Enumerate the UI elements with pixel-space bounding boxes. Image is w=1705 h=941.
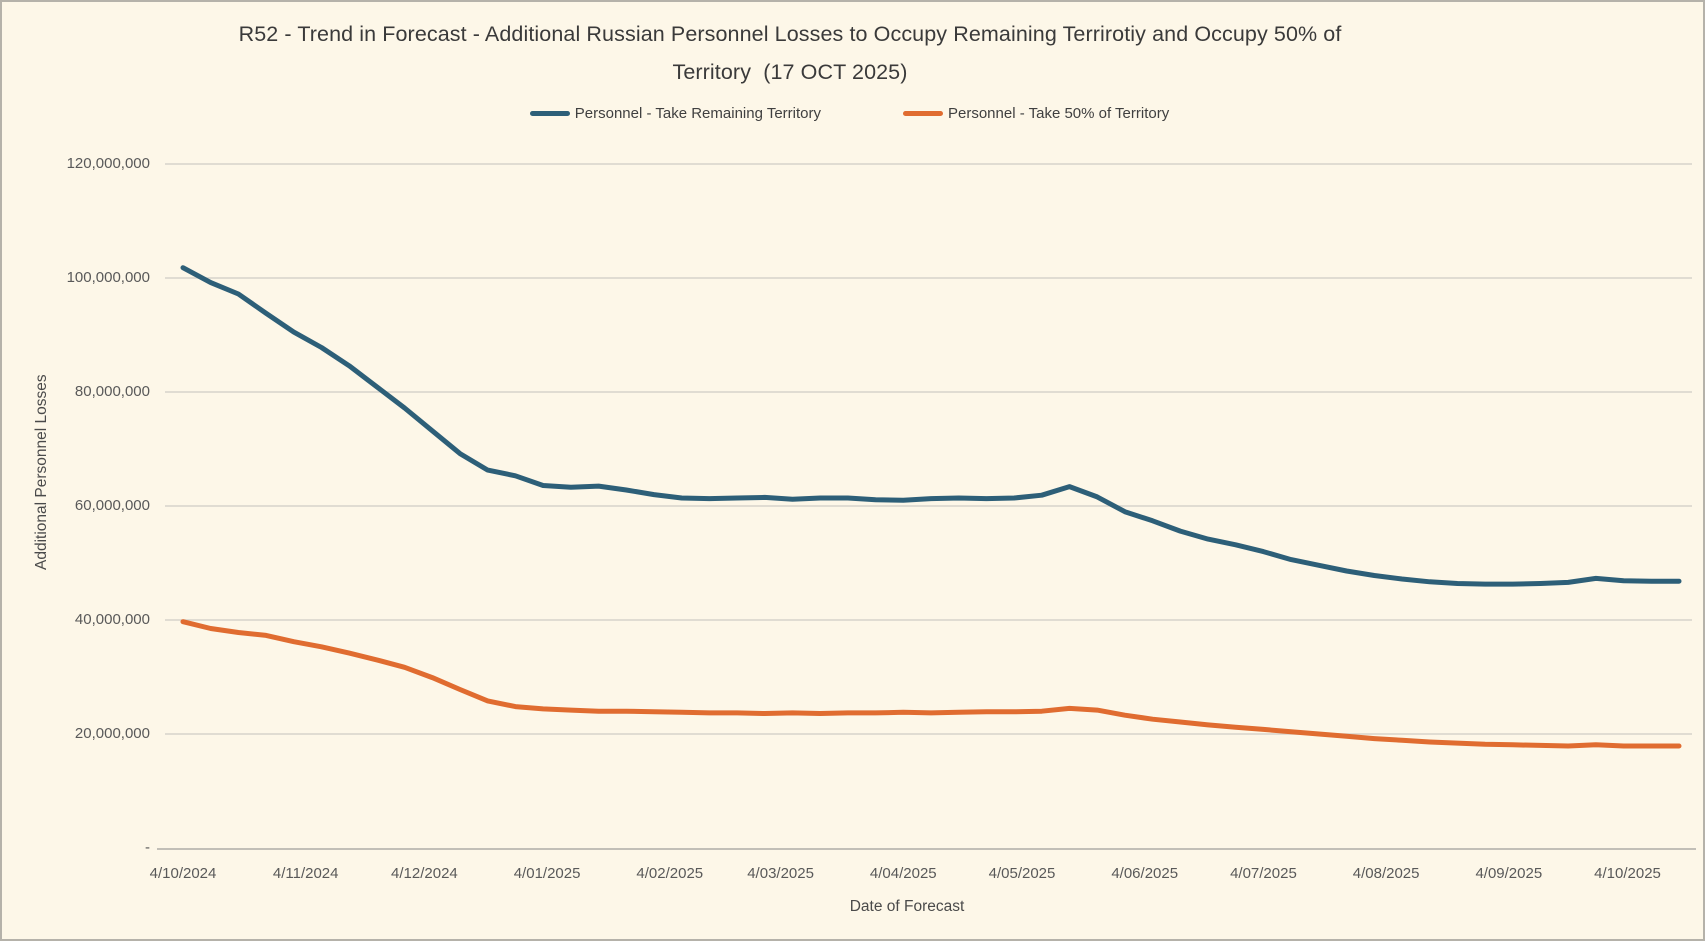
x-tick-label: 4/03/2025: [747, 865, 814, 882]
y-tick-label: 60,000,000: [74, 497, 150, 514]
series-line-take-50pct-territory: [180, 619, 1682, 749]
legend-item-take-50pct-territory: Personnel - Take 50% of Territory: [903, 105, 1169, 122]
legend-swatch-blue-line: [529, 111, 570, 116]
chart-title: R52 - Trend in Forecast - Additional Rus…: [170, 15, 1410, 91]
x-tick-label: 4/11/2024: [272, 865, 339, 882]
legend-swatch-orange-line: [903, 111, 943, 116]
y-tick-label: 20,000,000: [74, 725, 150, 742]
x-tick-label: 4/09/2025: [1475, 865, 1543, 882]
x-tick-label: 4/06/2025: [1111, 865, 1179, 882]
legend-label: Personnel - Take Remaining Territory: [574, 105, 821, 122]
x-tick-label: 4/10/2024: [149, 865, 217, 882]
x-tick-label: 4/10/2025: [1594, 865, 1661, 882]
series-line-take-remaining-territory: [180, 265, 1682, 587]
y-tick-label: 120,000,000: [66, 155, 150, 172]
x-tick-label: 4/07/2025: [1230, 865, 1297, 882]
chart-title-line1: R52 - Trend in Forecast - Additional Rus…: [238, 22, 1342, 46]
legend-label: Personnel - Take 50% of Territory: [948, 105, 1170, 122]
x-tick-label: 4/02/2025: [636, 865, 704, 882]
x-tick-label: 4/05/2025: [988, 865, 1056, 882]
x-tick-label: 4/04/2025: [869, 865, 937, 882]
y-tick-label: 80,000,000: [74, 383, 150, 400]
legend: Personnel - Take Remaining Territory Per…: [2, 105, 1703, 122]
y-tick-label: 100,000,000: [66, 269, 150, 286]
y-tick-label: -: [145, 839, 150, 856]
x-tick-label: 4/01/2025: [513, 865, 581, 882]
y-tick-label: 40,000,000: [74, 611, 150, 628]
x-axis-title: Date of Forecast: [849, 898, 965, 915]
x-tick-label: 4/12/2024: [391, 865, 458, 882]
y-axis-title: Additional Personnel Losses: [33, 374, 50, 570]
chart-title-line2: Territory (17 OCT 2025): [672, 60, 908, 84]
legend-item-take-remaining-territory: Personnel - Take Remaining Territory: [529, 105, 821, 122]
x-tick-label: 4/08/2025: [1352, 865, 1420, 882]
